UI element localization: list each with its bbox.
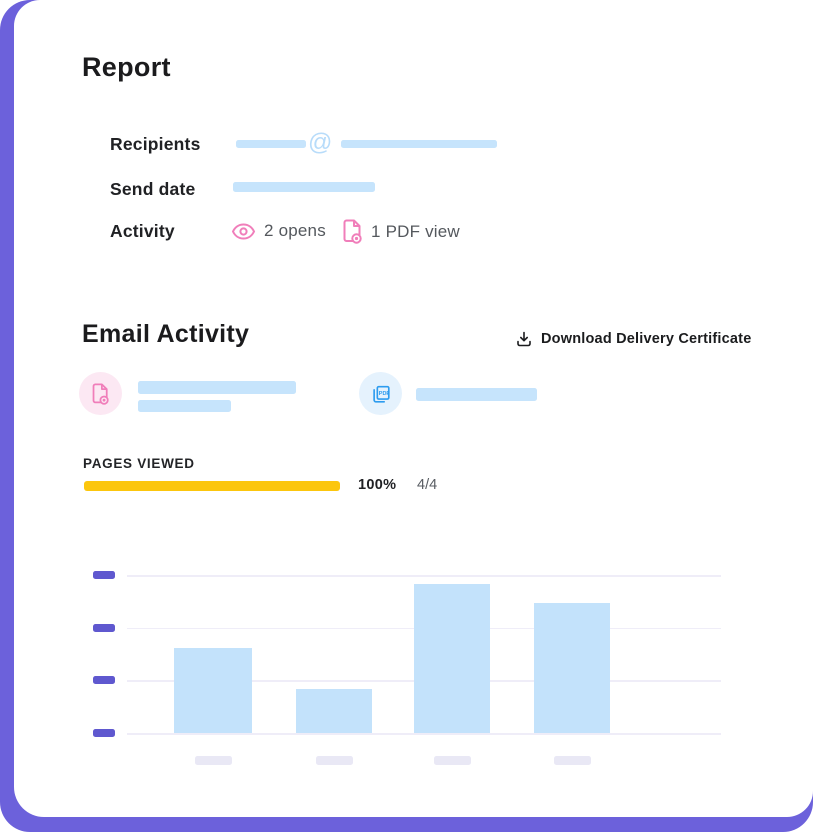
event-line-placeholder bbox=[138, 400, 231, 412]
download-certificate-link[interactable]: Download Delivery Certificate bbox=[516, 331, 751, 347]
recipient-domain-placeholder bbox=[341, 140, 497, 148]
chart-gridline bbox=[127, 575, 721, 577]
x-label-placeholder bbox=[315, 756, 353, 765]
pages-chart bbox=[93, 560, 721, 770]
eye-icon bbox=[231, 222, 256, 241]
send-date-placeholder bbox=[233, 182, 375, 192]
chart-bar bbox=[296, 689, 372, 733]
pages-viewed-percent: 100% bbox=[358, 477, 397, 493]
send-date-label: Send date bbox=[110, 179, 196, 199]
pages-viewed-fraction: 4/4 bbox=[417, 477, 438, 493]
pdf-view-stat: 1 PDF view bbox=[343, 219, 460, 244]
pages-viewed-progress-bar bbox=[84, 481, 340, 491]
document-eye-icon bbox=[92, 382, 110, 405]
chart-bar bbox=[174, 648, 252, 733]
y-tick-placeholder bbox=[93, 729, 115, 737]
opens-text: 2 opens bbox=[264, 221, 326, 240]
x-label-placeholder bbox=[553, 756, 591, 765]
event-line-placeholder bbox=[416, 388, 537, 401]
event-line-placeholder bbox=[138, 381, 296, 394]
at-symbol: @ bbox=[308, 129, 333, 156]
pdf-pages-icon: PDF bbox=[370, 383, 392, 405]
activity-label: Activity bbox=[110, 221, 175, 241]
recipients-label: Recipients bbox=[110, 134, 201, 154]
pages-viewed-label: PAGES VIEWED bbox=[83, 456, 195, 471]
y-tick-placeholder bbox=[93, 623, 115, 632]
svg-text:PDF: PDF bbox=[378, 391, 390, 397]
report-card: Report Recipients @ Send date Activity 2… bbox=[14, 0, 813, 817]
pdf-viewed-badge bbox=[79, 372, 122, 415]
x-label-placeholder bbox=[433, 756, 471, 765]
download-certificate-label: Download Delivery Certificate bbox=[541, 331, 752, 347]
pdf-views-text: 1 PDF view bbox=[371, 221, 460, 241]
pdf-document-eye-icon bbox=[343, 219, 363, 244]
page-title: Report bbox=[82, 52, 171, 82]
y-tick-placeholder bbox=[93, 676, 115, 685]
pdf-pages-badge: PDF bbox=[359, 372, 402, 415]
opens-stat: 2 opens bbox=[231, 221, 326, 241]
email-activity-title: Email Activity bbox=[82, 320, 250, 348]
recipient-name-placeholder bbox=[236, 140, 306, 148]
download-icon bbox=[516, 331, 532, 347]
y-tick-placeholder bbox=[93, 571, 115, 579]
x-label-placeholder bbox=[194, 756, 232, 765]
chart-bar bbox=[414, 584, 490, 733]
chart-bar bbox=[534, 603, 610, 733]
chart-gridline bbox=[127, 733, 721, 735]
